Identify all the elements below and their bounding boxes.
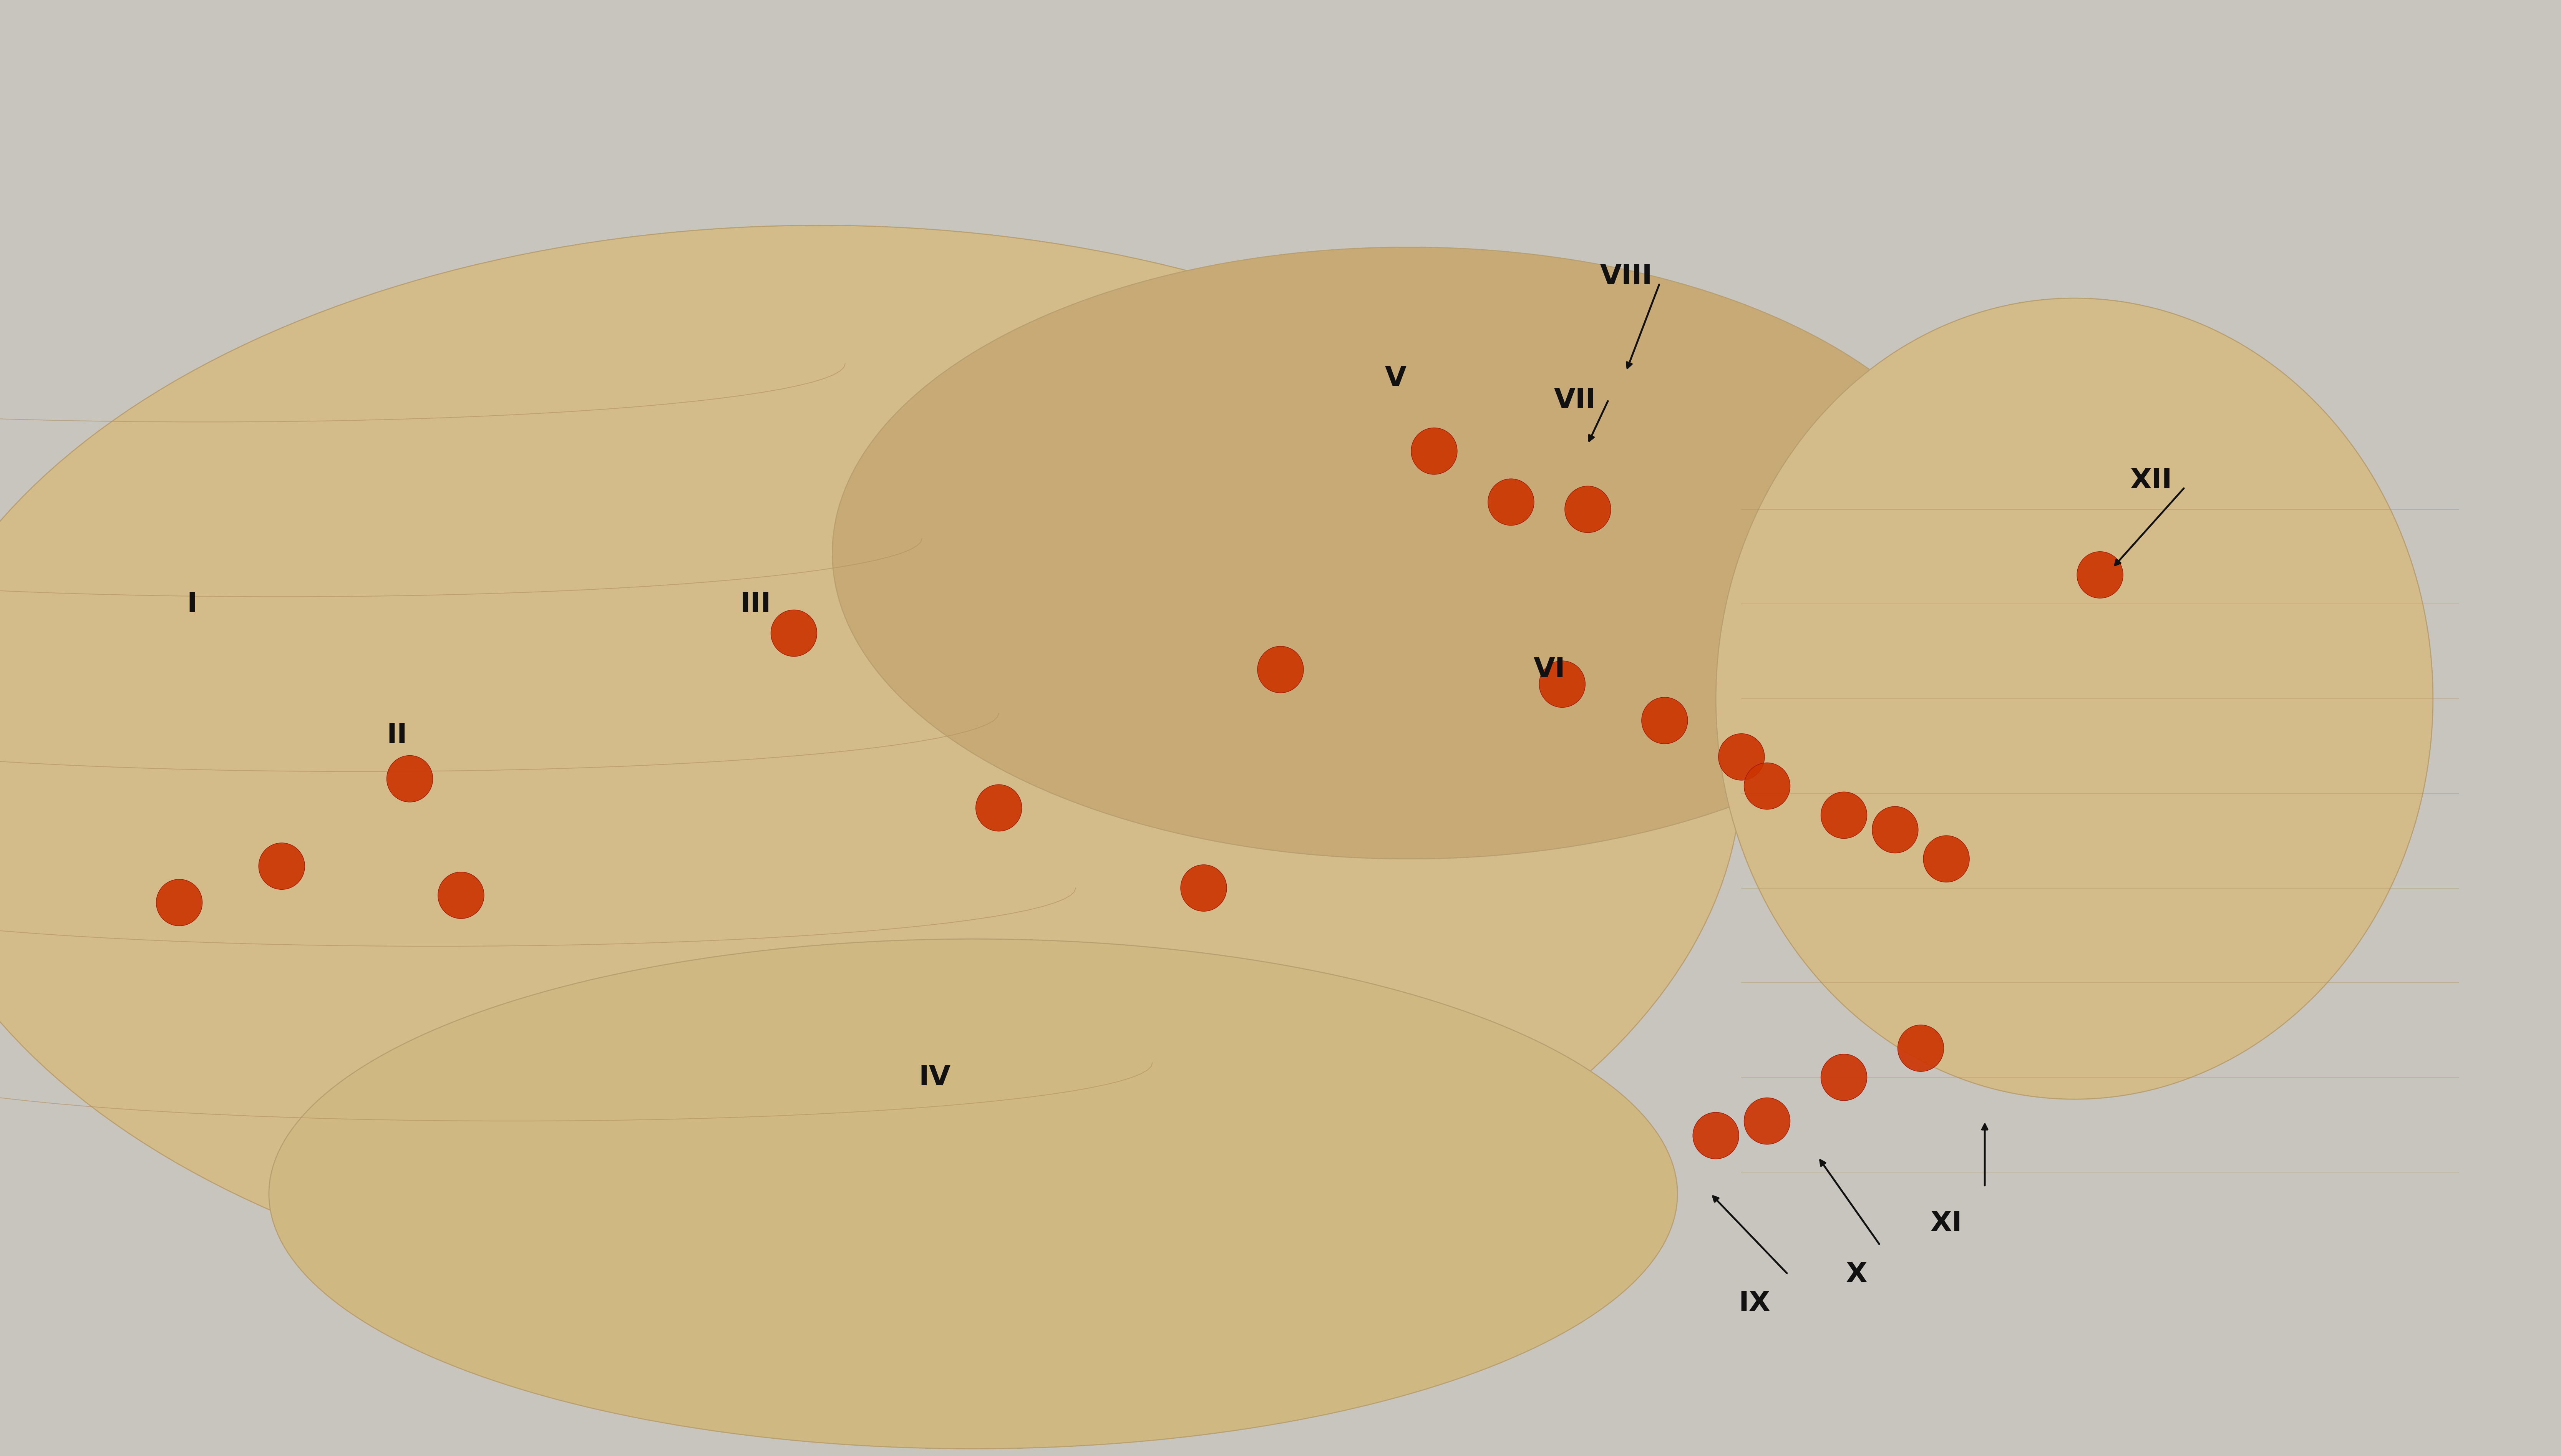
Ellipse shape [1821, 1054, 1867, 1101]
Ellipse shape [1411, 428, 1457, 475]
Ellipse shape [269, 939, 1677, 1449]
Ellipse shape [1539, 661, 1585, 708]
Ellipse shape [832, 248, 1985, 859]
Text: X: X [1846, 1261, 1867, 1287]
Ellipse shape [1718, 734, 1765, 780]
Ellipse shape [156, 879, 202, 926]
Ellipse shape [1744, 763, 1790, 810]
Text: IX: IX [1739, 1290, 1770, 1316]
Ellipse shape [1488, 479, 1534, 526]
Ellipse shape [1923, 836, 1969, 882]
Text: V: V [1386, 365, 1406, 392]
Ellipse shape [1872, 807, 1918, 853]
Ellipse shape [1898, 1025, 1944, 1072]
Text: XI: XI [1931, 1210, 1962, 1236]
Text: III: III [740, 591, 771, 617]
Ellipse shape [387, 756, 433, 802]
Text: II: II [387, 722, 407, 748]
Ellipse shape [1821, 792, 1867, 839]
Ellipse shape [976, 785, 1022, 831]
Text: VI: VI [1534, 657, 1565, 683]
Ellipse shape [1744, 1098, 1790, 1144]
Ellipse shape [259, 843, 305, 890]
Ellipse shape [1716, 298, 2433, 1099]
Ellipse shape [0, 226, 1741, 1318]
Ellipse shape [1693, 1112, 1739, 1159]
Text: VIII: VIII [1601, 264, 1652, 290]
Ellipse shape [771, 610, 817, 657]
Ellipse shape [438, 872, 484, 919]
Ellipse shape [1181, 865, 1227, 911]
Text: XII: XII [2131, 467, 2172, 494]
Ellipse shape [1257, 646, 1304, 693]
Text: VII: VII [1555, 387, 1596, 414]
Ellipse shape [2077, 552, 2123, 598]
Ellipse shape [1565, 486, 1611, 533]
Ellipse shape [1642, 697, 1688, 744]
Text: I: I [187, 591, 197, 617]
Text: IV: IV [919, 1064, 950, 1091]
